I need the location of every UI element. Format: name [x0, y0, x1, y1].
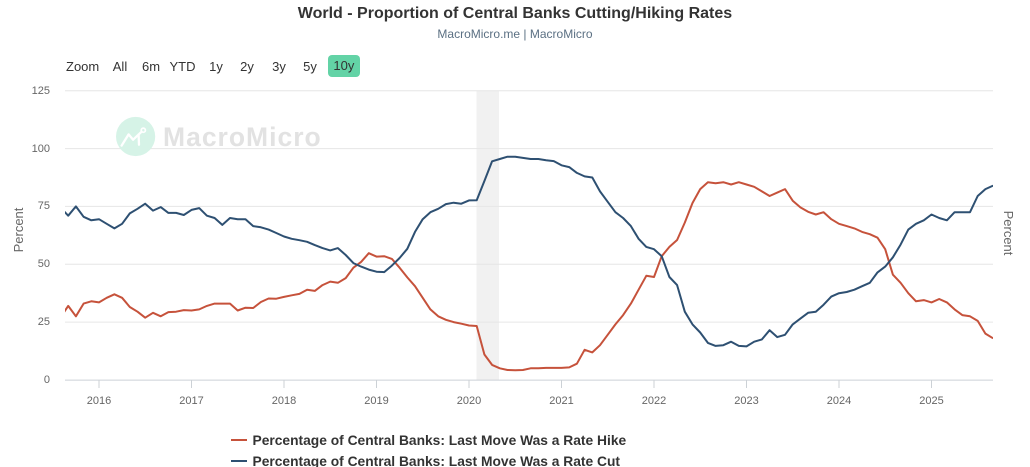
svg-text:MacroMicro: MacroMicro [163, 122, 322, 152]
